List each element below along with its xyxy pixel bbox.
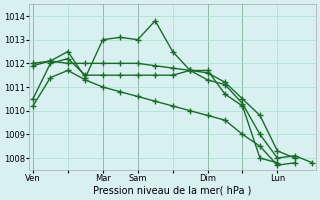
X-axis label: Pression niveau de la mer( hPa ): Pression niveau de la mer( hPa ) [93, 186, 252, 196]
